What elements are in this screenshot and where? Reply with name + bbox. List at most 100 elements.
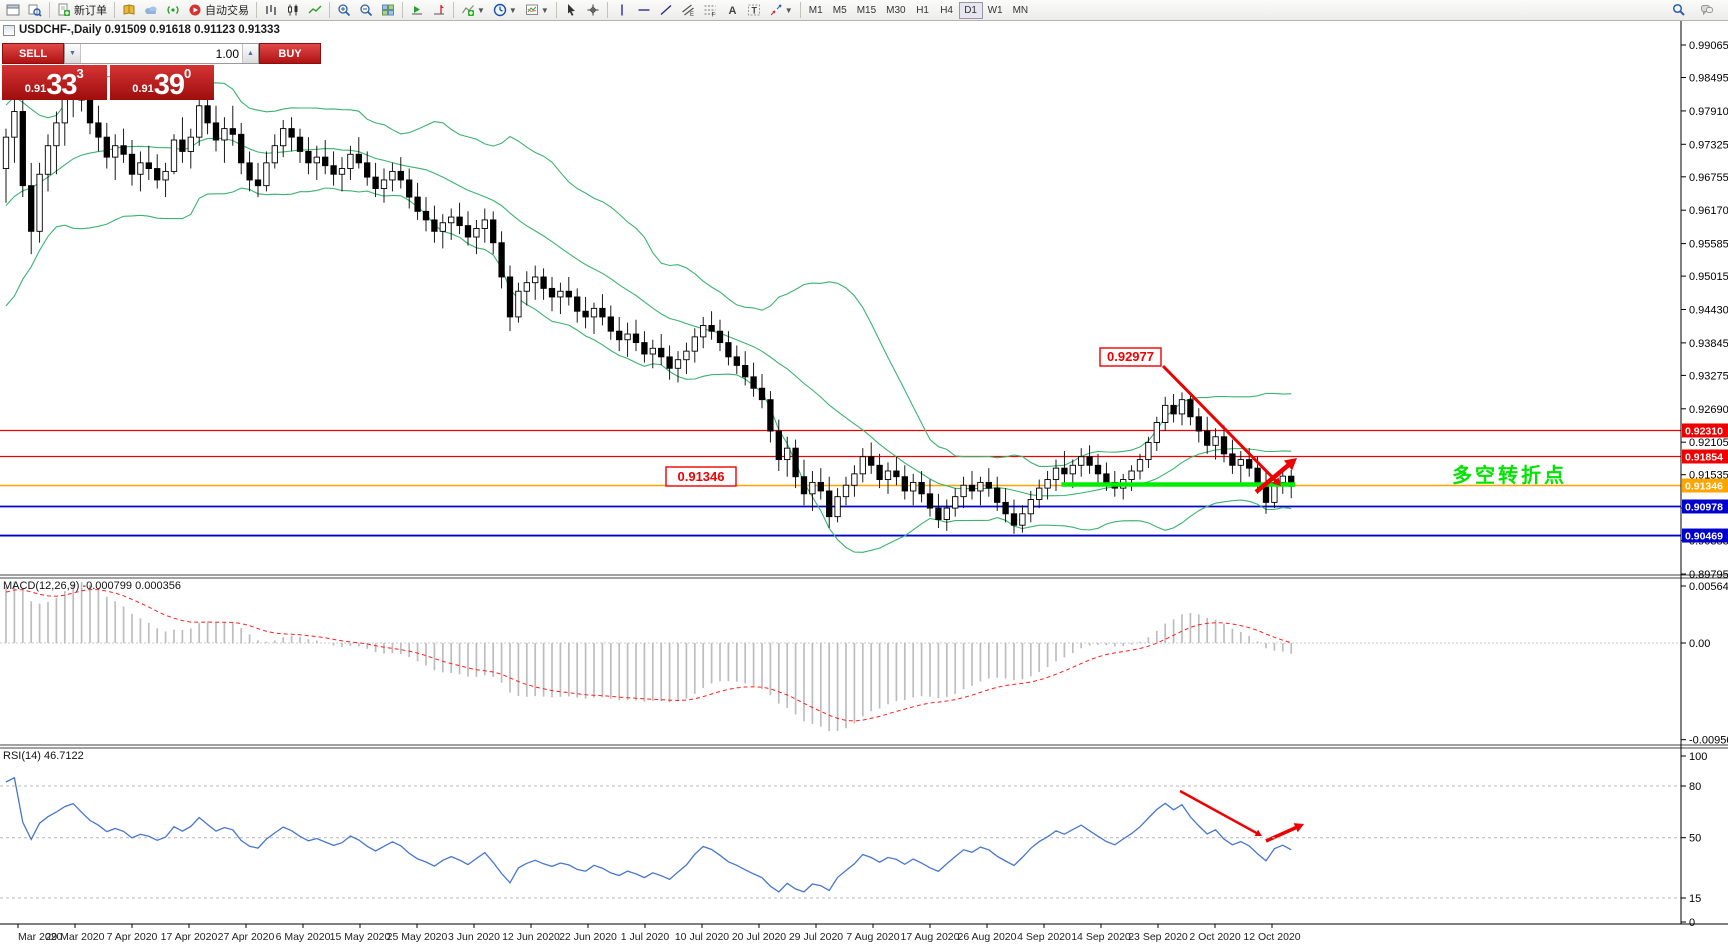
sell-price-big: 33 [46, 69, 77, 101]
toolbar-button-candles-chart[interactable] [282, 1, 304, 20]
sell-button[interactable]: SELL [2, 43, 64, 64]
ind-plus-icon [462, 5, 474, 16]
svg-text:7 Apr 2020: 7 Apr 2020 [107, 931, 158, 943]
buy-price-display[interactable]: 0.91 39 0 [109, 65, 214, 100]
textA-icon: A [728, 5, 736, 17]
svg-text:0.95015: 0.95015 [1689, 271, 1728, 283]
volume-decrease-button[interactable]: ▼ [65, 44, 81, 63]
rsi-axis[interactable]: 100 80 50 15 0 [1681, 751, 1707, 929]
volume-increase-button[interactable]: ▲ [242, 44, 258, 63]
volume-spinner: ▼ ▲ [64, 43, 259, 64]
doc-plus-icon [58, 3, 70, 16]
bars-icon [266, 5, 276, 15]
grid-icon [382, 4, 394, 16]
dropdown-arrow-icon: ▼ [540, 5, 549, 15]
timeframe-button-w1[interactable]: W1 [983, 2, 1008, 19]
svg-text:0.91346: 0.91346 [678, 469, 725, 484]
toolbar-button-new-order[interactable]: 新订单 [53, 1, 111, 20]
trend-annotation-arrows [1161, 364, 1304, 843]
toolbar-separator [114, 2, 115, 18]
shift-icon [434, 5, 444, 15]
toolbar-button-profile-search[interactable] [24, 1, 46, 20]
timeframe-button-h1[interactable]: H1 [911, 2, 935, 19]
toolbar-button-chart-shift[interactable] [428, 1, 450, 20]
svg-text:25 May 2020: 25 May 2020 [387, 931, 448, 943]
toolbar-button-history-center[interactable] [118, 1, 140, 20]
timeframe-button-d1[interactable]: D1 [958, 1, 983, 19]
timeframe-button-m15[interactable]: M15 [852, 2, 881, 19]
svg-text:3 Jun 2020: 3 Jun 2020 [448, 931, 500, 943]
candles-layer [2, 65, 1295, 534]
timeframe-button-m5[interactable]: M5 [828, 2, 852, 19]
chart-symbol-title: USDCHF-,Daily 0.91509 0.91618 0.91123 0.… [3, 24, 280, 36]
svg-text:2 Oct 2020: 2 Oct 2020 [1189, 931, 1241, 943]
chart-region[interactable]: 0.92977 0.91346 多空转折点 0.99065 0.98495 0.97910… [0, 21, 1728, 944]
toolbar-button-auto-trading[interactable]: 自动交易 [184, 1, 253, 20]
toolbar-button-arrows-tool[interactable]: ▼ [765, 1, 797, 20]
svg-text:1 Jul 2020: 1 Jul 2020 [621, 931, 670, 943]
toolbar-button-text-tool[interactable]: A [721, 1, 743, 20]
volume-input[interactable] [81, 44, 242, 63]
buy-price-base: 0.91 [132, 83, 154, 95]
toolbar-button-publish[interactable] [140, 1, 162, 20]
toolbar-button-bars-chart[interactable] [260, 1, 282, 20]
toolbar-button-periods[interactable]: ▼ [489, 1, 521, 20]
svg-text:12 Jun 2020: 12 Jun 2020 [502, 931, 560, 943]
signal-icon [167, 6, 179, 14]
chart-canvas[interactable]: 0.92977 0.91346 多空转折点 0.99065 0.98495 0.97910… [0, 21, 1728, 944]
timeframe-button-h4[interactable]: H4 [935, 2, 959, 19]
toolbar-button-signals[interactable] [162, 1, 184, 20]
toolbar-button-trendline-tool[interactable] [655, 1, 677, 20]
toolbar-button-templates[interactable]: ▼ [521, 1, 553, 20]
timeframe-button-m1[interactable]: M1 [804, 2, 828, 19]
toolbar-button-label: 新订单 [74, 5, 107, 17]
book-icon [123, 4, 135, 15]
price-axis[interactable]: 0.99065 0.98495 0.97910 0.97325 0.96755 0.961… [1681, 40, 1728, 581]
buy-button[interactable]: BUY [259, 43, 321, 64]
toolbar-button-vertical-line-tool[interactable] [611, 1, 633, 20]
toolbar-button-equidistant-channel-tool[interactable]: E [677, 1, 699, 20]
toolbar-button-chart-window[interactable] [2, 1, 24, 20]
svg-text:0.93845: 0.93845 [1689, 338, 1728, 350]
dropdown-arrow-icon: ▼ [477, 5, 485, 15]
toolbar-button-fibonacci-tool[interactable]: F [699, 1, 721, 20]
svg-text:4 Sep 2020: 4 Sep 2020 [1017, 931, 1071, 943]
toolbar-button-horizontal-line-tool[interactable] [633, 1, 655, 20]
autotrade-icon [189, 4, 201, 16]
macd-indicator-label: MACD(12,26,9) -0.000799 0.000356 [3, 580, 181, 592]
autoscroll-icon [412, 6, 422, 15]
toolbar-separator [256, 2, 257, 18]
toolbar-button-tile-windows[interactable] [377, 1, 399, 20]
toolbar-button-label-tool[interactable]: T [743, 1, 765, 20]
toolbar-separator [606, 2, 608, 18]
svg-text:0.00: 0.00 [1689, 638, 1710, 650]
buy-price-pip: 0 [183, 66, 192, 81]
toolbar-button-zoom-out[interactable] [355, 1, 377, 20]
sell-price-display[interactable]: 0.91 33 3 [2, 65, 107, 100]
toolbar-button-indicators-list[interactable]: ▼ [457, 1, 489, 20]
svg-text:23 Sep 2020: 23 Sep 2020 [1128, 931, 1188, 943]
chat-icon [1701, 5, 1713, 16]
vline-icon [621, 4, 623, 16]
svg-text:29 Mar 2020: 29 Mar 2020 [46, 931, 105, 943]
svg-text:12 Oct 2020: 12 Oct 2020 [1243, 931, 1300, 943]
toolbar-button-zoom-in[interactable] [333, 1, 355, 20]
toolbar-button-cursor-tool[interactable] [560, 1, 582, 20]
toolbar-separator [402, 2, 403, 18]
line-icon [308, 5, 322, 14]
svg-text:6 May 2020: 6 May 2020 [276, 931, 331, 943]
toolbar-button-crosshair-tool[interactable] [582, 1, 604, 20]
cursor-icon [567, 4, 575, 16]
toolbar-button-community-chat[interactable] [1696, 1, 1718, 20]
svg-text:17 Aug 2020: 17 Aug 2020 [901, 931, 960, 943]
macd-axis[interactable]: 0.00564 0.00 -0.009565 [1681, 581, 1728, 747]
dropdown-arrow-icon: ▼ [508, 5, 517, 15]
timeframe-button-mn[interactable]: MN [1008, 2, 1034, 19]
toolbar-button-auto-scroll[interactable] [406, 1, 428, 20]
toolbar-button-line-chart[interactable] [304, 1, 326, 20]
svg-text:0.92690: 0.92690 [1689, 404, 1728, 416]
toolbar-button-search[interactable] [1668, 1, 1690, 20]
timeframe-button-m30[interactable]: M30 [881, 2, 910, 19]
svg-text:多空转折点: 多空转折点 [1452, 463, 1567, 487]
